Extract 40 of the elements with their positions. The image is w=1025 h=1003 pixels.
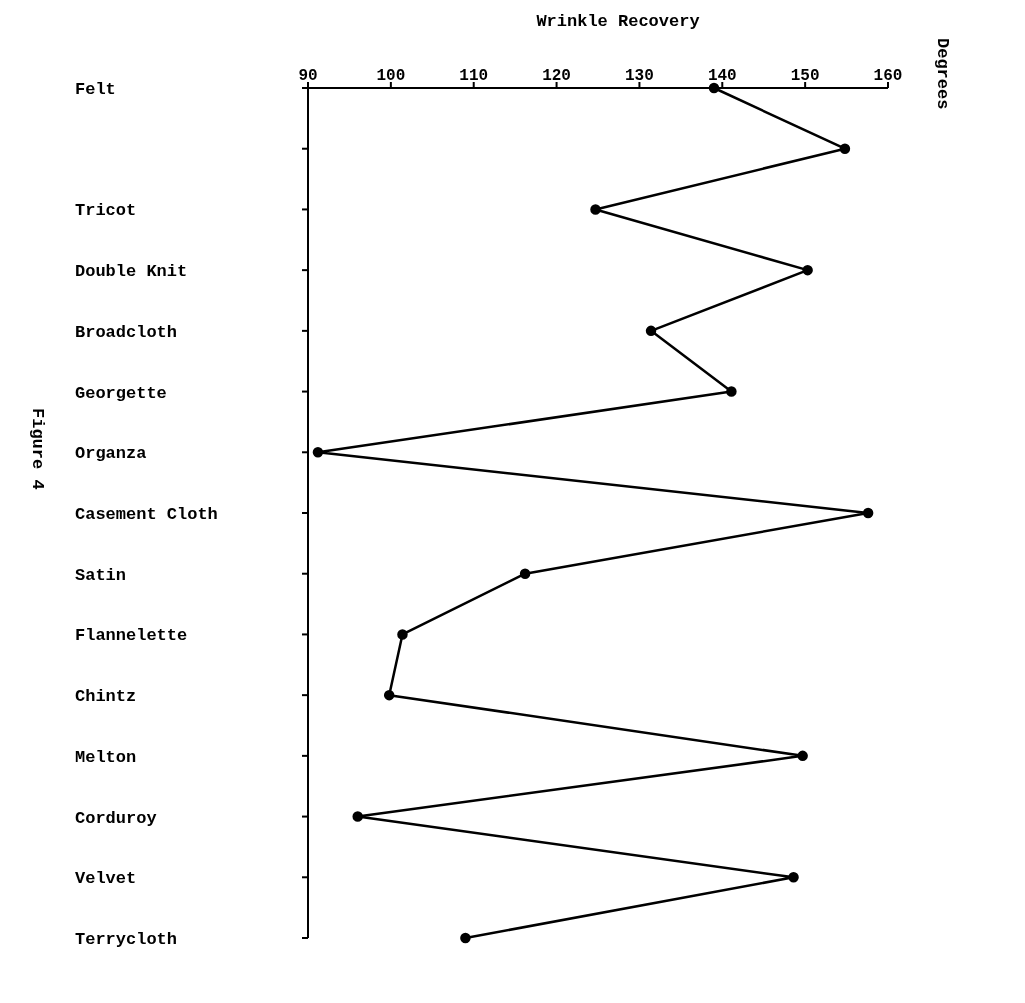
point: [590, 204, 601, 215]
point: [862, 507, 874, 519]
point: [797, 750, 808, 762]
point: [460, 932, 471, 944]
caption: Figure 4: [28, 408, 47, 490]
y-tick-label: Casement Cloth: [75, 505, 218, 525]
y-tick-label: Satin: [75, 565, 127, 585]
x-tick-label: 110: [459, 67, 489, 85]
point: [839, 143, 851, 154]
x-tick-label: 150: [790, 67, 820, 85]
text: Degrees: [933, 38, 952, 110]
point: [352, 811, 363, 822]
point: [726, 386, 737, 397]
y-tick-label: Organza: [75, 444, 147, 464]
point: [519, 568, 531, 579]
x-axis-title: Wrinkle Recovery: [535, 12, 701, 31]
x-tick-label: 140: [707, 67, 737, 85]
point: [802, 264, 813, 276]
y-tick-label: Tricot: [75, 201, 137, 221]
point: [397, 629, 408, 640]
y-tick-label: Chintz: [75, 687, 137, 707]
x-tick-label: 130: [625, 67, 654, 85]
y-tick-label: Velvet: [75, 869, 137, 889]
y-tick-label: Melton: [75, 747, 137, 767]
y-tick-label: Georgette: [75, 383, 167, 403]
point: [312, 447, 324, 458]
y-tick-label: Terrycloth: [75, 930, 178, 950]
x-tick-label: 160: [873, 67, 903, 85]
y-tick-label: Corduroy: [75, 808, 157, 828]
point: [708, 82, 720, 94]
point: [788, 872, 799, 883]
x-tick-label: 100: [376, 67, 406, 85]
x-tick-label: 120: [542, 67, 571, 85]
point: [383, 689, 395, 701]
y-tick-label: Broadcloth: [75, 322, 178, 342]
point: [645, 325, 657, 337]
y-tick-label: Double Knit: [75, 262, 188, 282]
y-tick-label: Felt: [75, 80, 116, 100]
x-tick-label: 90: [298, 67, 318, 85]
y-tick-label: Flannelette: [75, 626, 188, 646]
